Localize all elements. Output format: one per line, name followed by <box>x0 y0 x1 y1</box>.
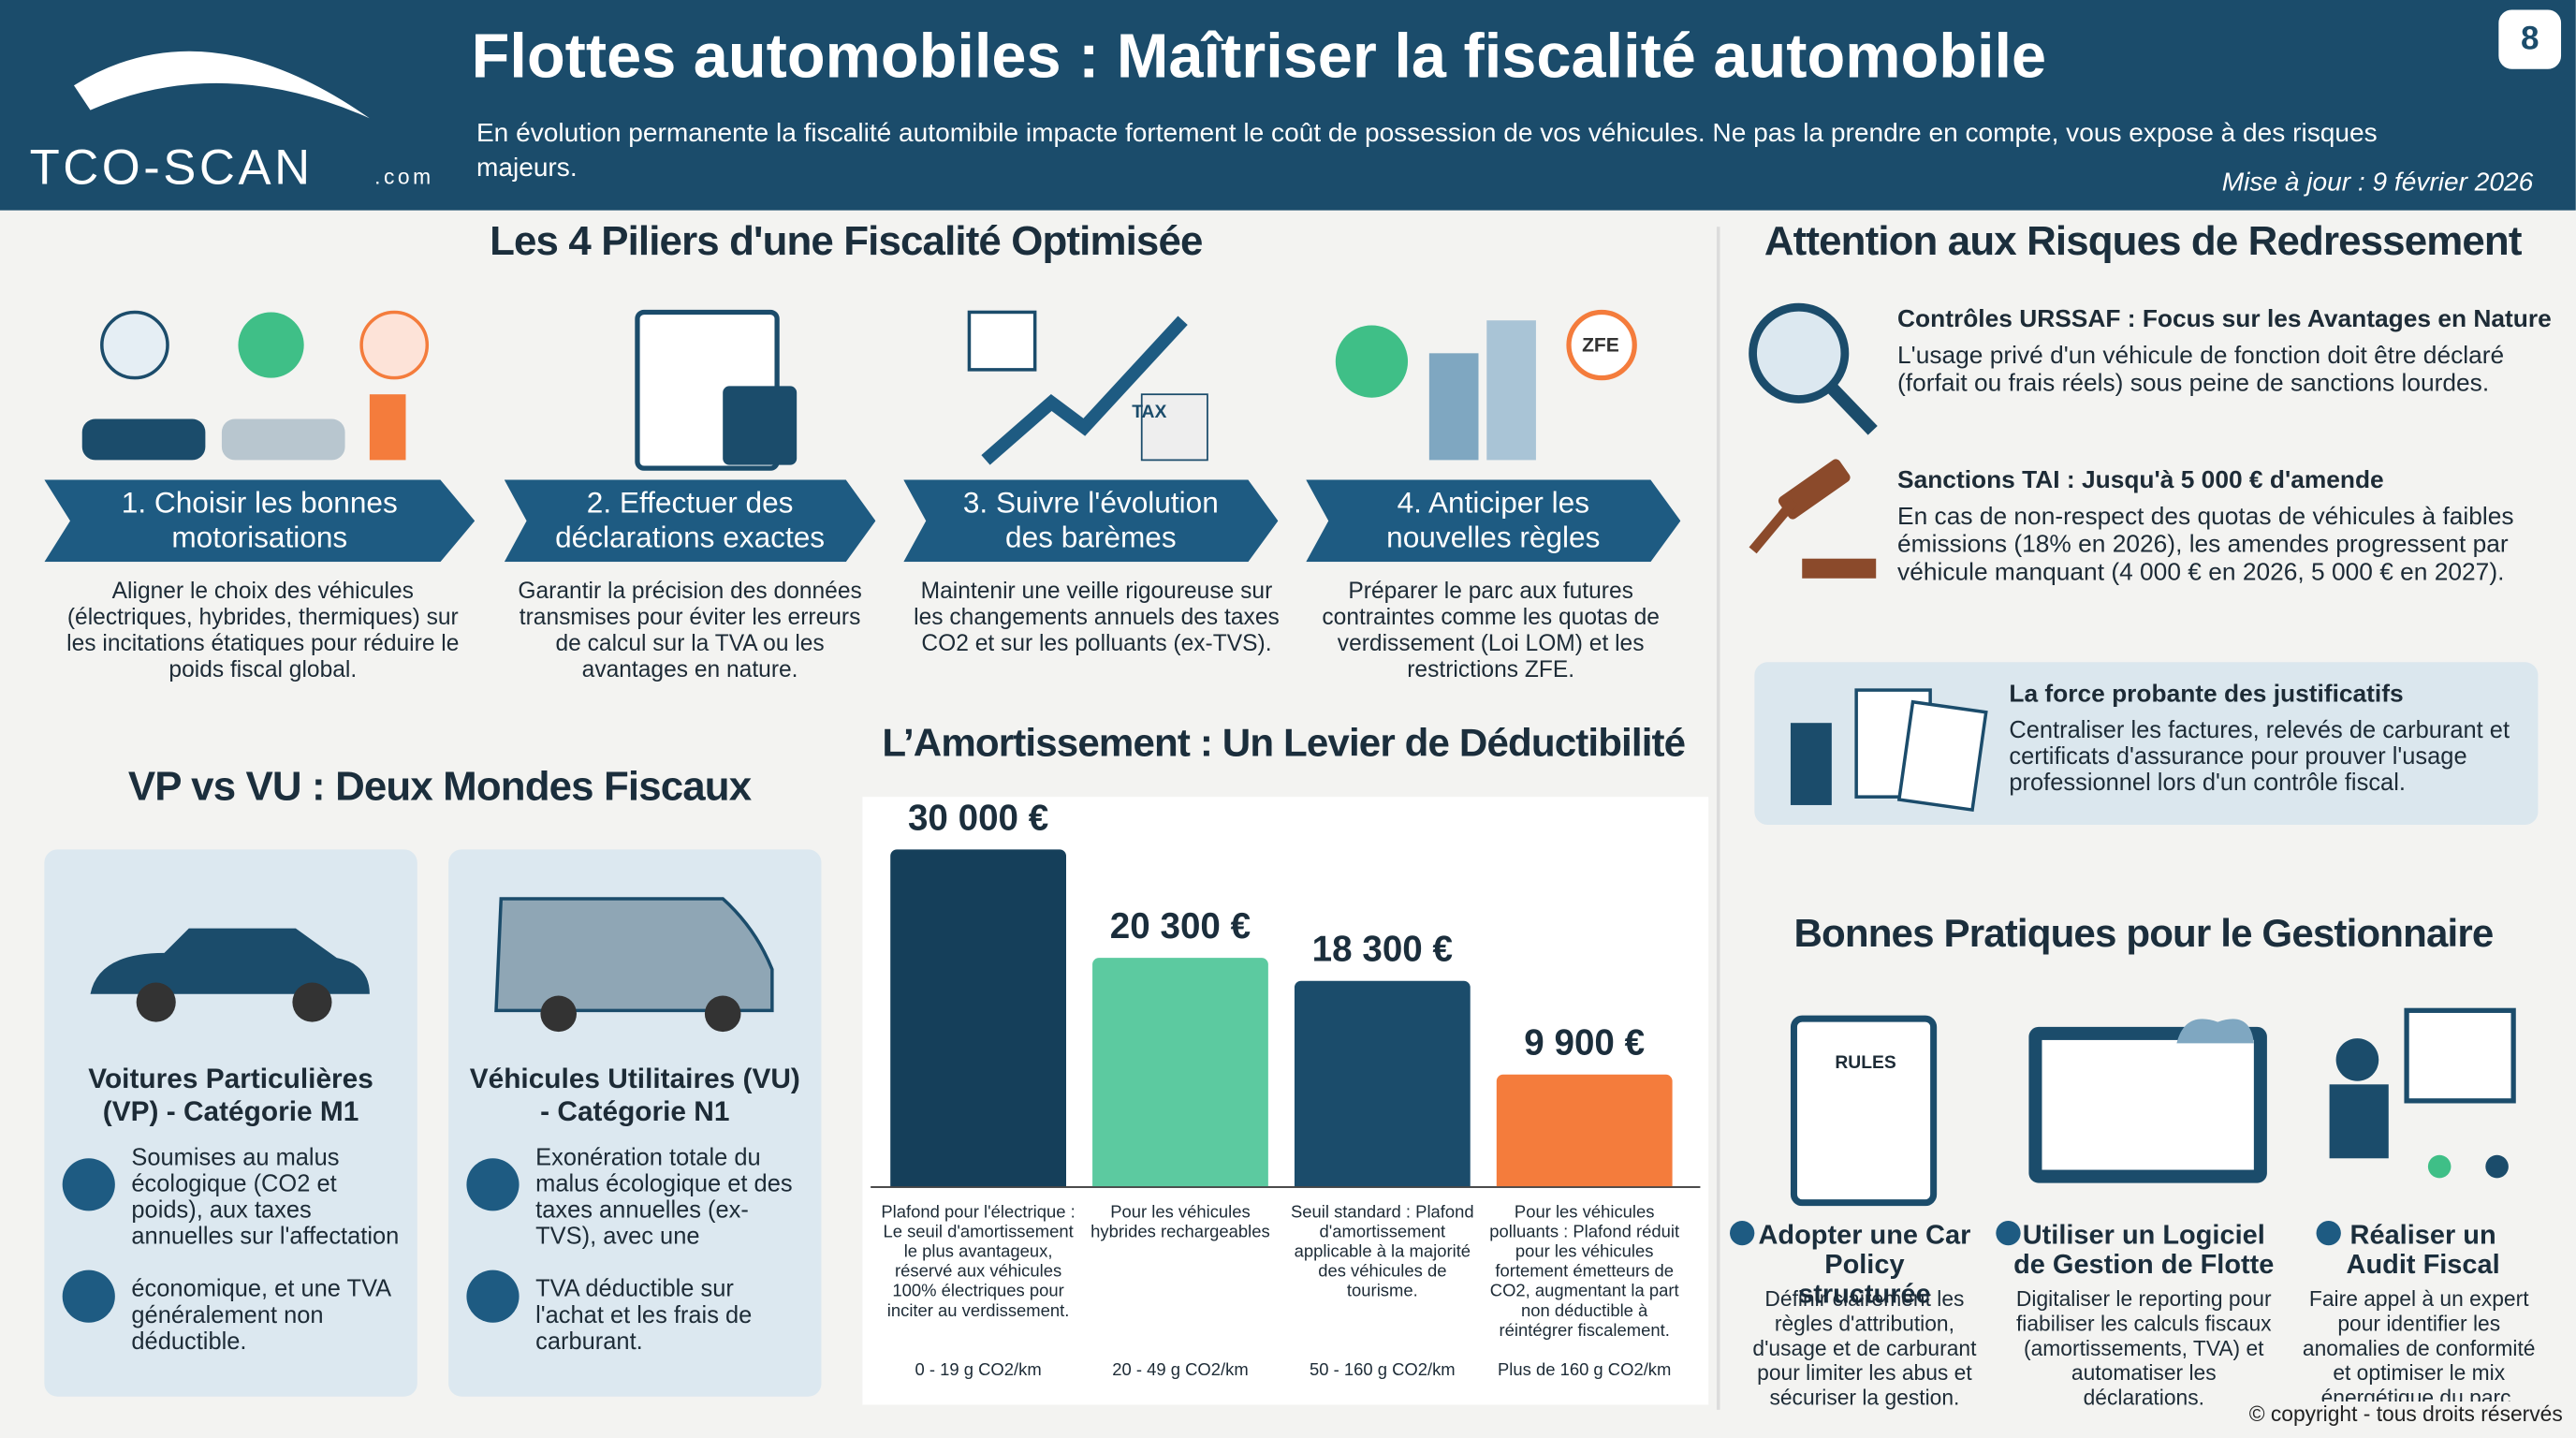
icon-label: ZFE <box>1582 333 1619 357</box>
section-title: Attention aux Risques de Redressement <box>1764 218 2523 265</box>
bar-text: Pour les véhicules hybrides rechargeable… <box>1090 1202 1270 1242</box>
section-title: Bonnes Pratiques pour le Gestionnaire <box>1793 912 2494 957</box>
baseline <box>871 1186 1701 1188</box>
point-icon <box>62 1269 115 1323</box>
practice-title: Réaliser un Audit Fiscal <box>2346 1220 2500 1281</box>
logo-mark <box>73 51 370 119</box>
bar <box>890 849 1066 1187</box>
pillar-text: Préparer le parc aux futures contraintes… <box>1322 577 1660 682</box>
copyright: © copyright - tous droits réservés <box>2248 1401 2563 1427</box>
risk-text: En cas de non-respect des quotas de véhi… <box>1897 503 2514 587</box>
risk-title: Sanctions TAI : Jusqu'à 5 000 € d'amende <box>1897 466 2384 495</box>
title: Flottes automobiles : Maîtriser la fisca… <box>471 22 2047 93</box>
practice-text: Faire appel à un expert pour identifier … <box>2302 1286 2536 1410</box>
co2-range: Plus de 160 g CO2/km <box>1497 1360 1672 1381</box>
pillar-banner: 4. Anticiper les nouvelles règles <box>1306 479 1681 563</box>
header <box>0 0 2576 211</box>
icon-label: RULES <box>1835 1052 1896 1074</box>
icon-label: TAX <box>1132 402 1167 423</box>
card-point: Soumises au malus écologique (CO2 et poi… <box>131 1145 400 1251</box>
practice-icons <box>1790 1007 2516 1207</box>
co2-range: 20 - 49 g CO2/km <box>1112 1360 1249 1381</box>
risk-title: Contrôles URSSAF : Focus sur les Avantag… <box>1897 305 2552 334</box>
bar-text: Pour les véhicules polluants : Plafond r… <box>1489 1202 1680 1342</box>
divider <box>1716 227 1720 1410</box>
card-point: Exonération totale du malus écologique e… <box>535 1145 793 1251</box>
check-icon <box>1996 1220 2021 1246</box>
pillar-banner: 2. Effectuer des déclarations exactes <box>504 479 876 563</box>
bar-chart: 30 000 € Plafond pour l'électrique : Le s… <box>862 797 1708 1404</box>
card-title: Voitures Particulières (VP) - Catégorie … <box>88 1063 373 1127</box>
value-label: 9 900 € <box>1524 1022 1646 1064</box>
page-number: 8 <box>2498 9 2562 69</box>
co2-range: 50 - 160 g CO2/km <box>1309 1360 1456 1381</box>
point-icon <box>466 1158 520 1211</box>
vehicle-icons <box>90 897 774 1033</box>
pillar-text: Garantir la précision des données transm… <box>518 577 862 682</box>
practice-title: Adopter une Car Policy structurée <box>1758 1220 1971 1310</box>
card-title: Véhicules Utilitaires (VU) - Catégorie N… <box>469 1063 800 1127</box>
logo: TCO-SCAN <box>29 140 314 196</box>
risk-title: La force probante des justificatifs <box>2009 680 2404 709</box>
check-icon <box>1730 1220 1755 1246</box>
subtitle: En évolution permanente la fiscalité aut… <box>476 120 2378 183</box>
pillar-text: Aligner le choix des véhicules (électriq… <box>66 577 460 682</box>
update-date: Mise à jour : 9 février 2026 <box>2221 169 2534 198</box>
practice-text: Définir clairement les règles d'attribut… <box>1752 1286 1977 1410</box>
practice-title: Utiliser un Logiciel de Gestion de Flott… <box>2013 1220 2275 1281</box>
value-label: 30 000 € <box>907 797 1049 839</box>
risk-icons <box>1749 302 1878 579</box>
bar <box>1496 1075 1673 1187</box>
pillar-icons <box>81 309 1637 471</box>
pillar-banner: 1. Choisir les bonnes motorisations <box>44 479 476 563</box>
proof-icon <box>1790 688 1988 813</box>
value-label: 20 300 € <box>1109 905 1251 947</box>
section-title: L’Amortissement : Un Levier de Déductibi… <box>882 721 1686 766</box>
point-icon <box>466 1269 520 1323</box>
value-label: 18 300 € <box>1311 928 1453 970</box>
card-point: économique, et une TVA généralement non … <box>131 1276 390 1356</box>
practice-text: Digitaliser le reporting pour fiabiliser… <box>2015 1286 2272 1410</box>
section-title: VP vs VU : Deux Mondes Fiscaux <box>127 764 752 811</box>
section-title: Les 4 Piliers d'une Fiscalité Optimisée <box>490 218 1203 265</box>
pillar-text: Maintenir une veille rigoureuse sur les … <box>914 577 1280 656</box>
risk-text: L'usage privé d'un véhicule de fonction … <box>1897 342 2505 398</box>
bar <box>1092 958 1268 1187</box>
bar-text: Seuil standard : Plafond d'amortissement… <box>1290 1202 1474 1301</box>
risk-text: Centraliser les factures, relevés de car… <box>2009 717 2510 798</box>
bar <box>1294 980 1471 1187</box>
co2-range: 0 - 19 g CO2/km <box>915 1360 1042 1381</box>
card-point: TVA déductible sur l'achat et les frais … <box>535 1276 753 1356</box>
point-icon <box>62 1158 115 1211</box>
pillar-banner: 3. Suivre l'évolution des barèmes <box>903 479 1279 563</box>
check-icon <box>2316 1220 2341 1246</box>
bar-text: Plafond pour l'électrique : Le seuil d'a… <box>881 1202 1076 1322</box>
logo-suffix: .com <box>374 164 434 189</box>
